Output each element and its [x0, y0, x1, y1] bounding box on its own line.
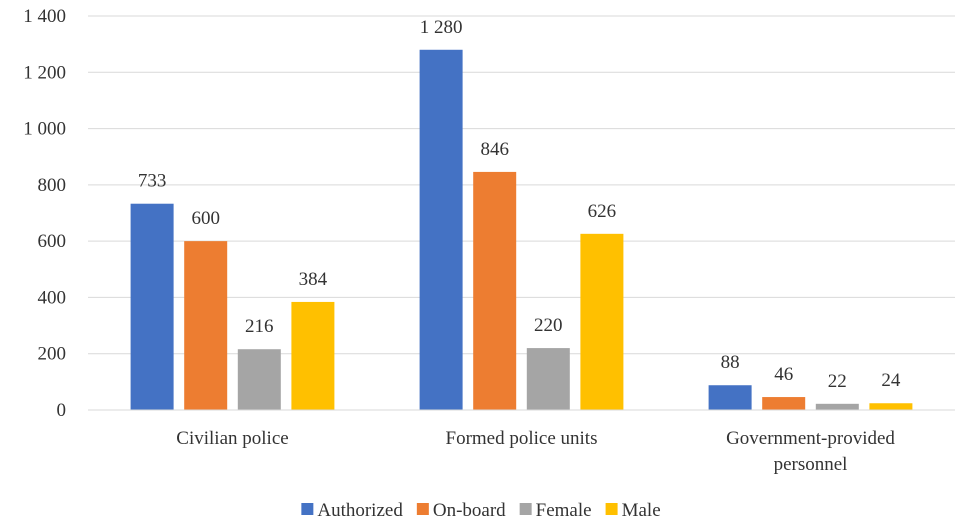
- data-label: 46: [774, 364, 793, 385]
- data-label: 626: [588, 201, 617, 222]
- y-tick-label: 200: [38, 344, 67, 365]
- y-tick-label: 1 400: [23, 6, 66, 27]
- legend-item: Female: [519, 500, 592, 521]
- data-label: 216: [245, 316, 274, 337]
- bar-authorized: [708, 385, 752, 410]
- bar-authorized: [419, 49, 463, 411]
- bar-female: [237, 349, 281, 410]
- y-tick-label: 800: [38, 175, 67, 196]
- category-label: Formed police units: [446, 428, 598, 449]
- legend-label: Authorized: [317, 500, 403, 521]
- data-labels: 733 600 216 384 1 280 846 220 626 88 46 22 24: [138, 17, 901, 392]
- legend-item: Male: [605, 500, 661, 521]
- bar-on-board: [762, 397, 806, 410]
- legend-swatch: [416, 503, 429, 515]
- data-label: 22: [828, 371, 847, 392]
- legend: Authorized On-board Female Male: [301, 500, 661, 521]
- y-tick-label: 1 200: [23, 62, 66, 83]
- bar-male: [869, 403, 913, 410]
- legend-label: Male: [622, 500, 661, 521]
- gridlines: [88, 15, 955, 355]
- bar-on-board: [184, 241, 228, 410]
- legend-item: On-board: [416, 500, 506, 521]
- legend-item: Authorized: [301, 500, 403, 521]
- bar-male: [580, 233, 624, 410]
- y-tick-label: 1 000: [23, 119, 66, 140]
- data-label: 88: [721, 352, 740, 373]
- category-labels: Civilian police Formed police units Govern…: [176, 428, 895, 475]
- y-tick-label: 400: [38, 287, 67, 308]
- data-label: 733: [138, 171, 167, 192]
- y-axis-tick-labels: 0 200 400 600 800 1 000 1 200 1 400: [23, 6, 66, 421]
- bar-authorized: [130, 203, 174, 410]
- data-label: 220: [534, 315, 563, 336]
- legend-label: On-board: [433, 500, 506, 521]
- legend-swatch: [519, 503, 532, 515]
- legend-label: Female: [536, 500, 592, 521]
- bars: [130, 49, 913, 411]
- bar-female: [815, 403, 859, 410]
- category-label: personnel: [774, 454, 848, 475]
- bar-on-board: [473, 171, 517, 410]
- bar-female: [526, 348, 570, 410]
- data-label: 846: [480, 139, 509, 160]
- y-tick-label: 600: [38, 231, 67, 252]
- category-label: Government-provided: [726, 428, 895, 449]
- category-label: Civilian police: [176, 428, 288, 449]
- legend-swatch: [605, 503, 618, 515]
- data-label: 384: [299, 269, 328, 290]
- y-tick-label: 0: [57, 400, 67, 421]
- data-label: 24: [881, 370, 901, 391]
- data-label: 1 280: [420, 17, 463, 38]
- data-label: 600: [191, 208, 220, 229]
- bar-male: [291, 301, 335, 410]
- legend-swatch: [301, 503, 314, 515]
